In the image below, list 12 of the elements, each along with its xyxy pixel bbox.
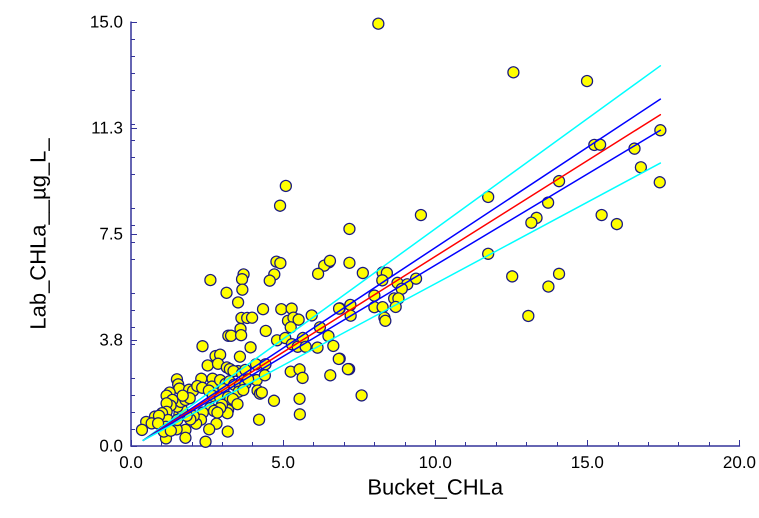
x-tick-label: 5.0	[271, 453, 295, 472]
y-tick-label: 15.0	[90, 12, 123, 32]
x-tick-label: 20.0	[722, 453, 756, 472]
y-tick-label: 11.3	[91, 118, 123, 138]
y-tick-label: 0.0	[99, 436, 123, 456]
y-axis-title: Lab_CHLa__µg_L_	[26, 138, 50, 330]
x-axis-title: Bucket_CHLa	[367, 474, 504, 500]
x-tick-label: 0.0	[119, 453, 143, 472]
x-tick-label: 15.0	[570, 453, 604, 472]
x-tick-label: 10.0	[418, 453, 452, 472]
y-tick-label: 3.8	[99, 330, 123, 350]
y-tick-label: 7.5	[99, 224, 123, 244]
